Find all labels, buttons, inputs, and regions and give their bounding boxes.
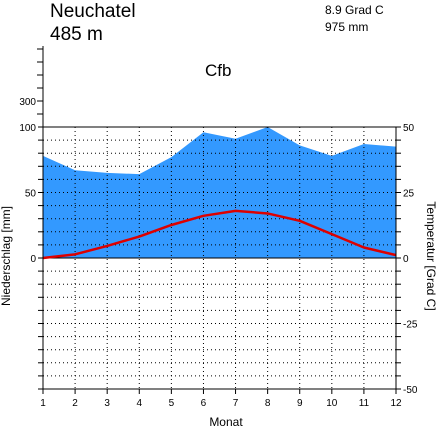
station-elevation: 485 m: [50, 24, 103, 45]
right-tick-label: 0: [403, 254, 409, 265]
left-tick-label: 0: [30, 254, 36, 265]
right-tick-label: -25: [403, 320, 418, 331]
annual-precipitation: 975 mm: [325, 20, 368, 34]
right-tick-label: -50: [403, 385, 418, 396]
x-tick-label: 5: [169, 398, 175, 409]
x-axis-label: Monat: [209, 415, 243, 429]
left-tick-label: 100: [19, 123, 36, 134]
left-tick-label: 300: [19, 97, 36, 108]
gridlines: [43, 127, 396, 389]
mean-temperature: 8.9 Grad C: [325, 3, 384, 17]
x-tick-label: 2: [72, 398, 78, 409]
left-tick-label: 50: [25, 189, 37, 200]
x-tick-label: 4: [136, 398, 142, 409]
x-tick-label: 9: [297, 398, 303, 409]
x-tick-label: 8: [265, 398, 271, 409]
right-axis-label: Temperatur [Grad C]: [424, 201, 437, 310]
left-axis-label: Niederschlag [mm]: [0, 206, 13, 306]
x-tick-label: 12: [390, 398, 402, 409]
station-name: Neuchatel: [50, 1, 136, 22]
x-tick-label: 3: [104, 398, 110, 409]
x-tick-label: 11: [359, 398, 370, 409]
right-tick-label: 25: [403, 189, 415, 200]
x-tick-label: 6: [201, 398, 207, 409]
x-tick-label: 7: [233, 398, 239, 409]
x-tick-label: 1: [40, 398, 46, 409]
x-tick-label: 10: [326, 398, 338, 409]
climate-classification: Cfb: [205, 61, 231, 80]
right-tick-label: 50: [403, 123, 415, 134]
